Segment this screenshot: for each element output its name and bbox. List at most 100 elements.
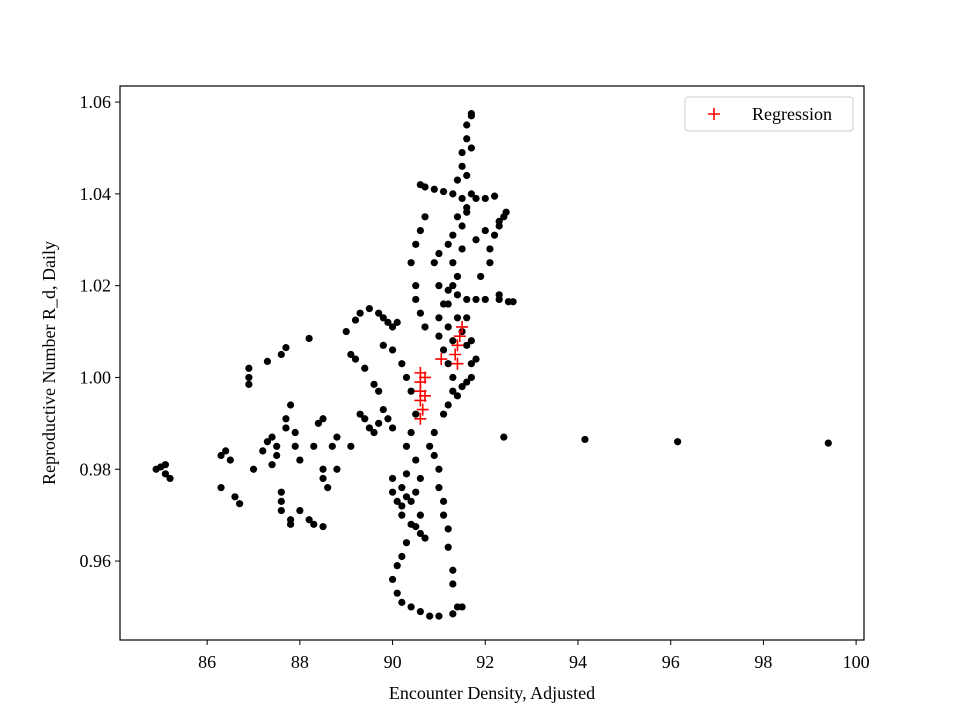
point <box>161 470 170 478</box>
point <box>419 389 432 402</box>
point <box>375 387 383 395</box>
point <box>449 610 457 618</box>
point <box>356 410 364 418</box>
point <box>412 295 420 304</box>
y-tick-label: 1.06 <box>80 92 112 112</box>
point <box>444 401 452 409</box>
point <box>444 286 452 294</box>
point <box>379 314 387 322</box>
y-tick-label: 0.98 <box>80 459 112 479</box>
point <box>435 282 443 290</box>
point <box>388 346 397 354</box>
point <box>361 415 369 423</box>
point <box>402 493 411 501</box>
point <box>319 465 327 473</box>
x-tick-label: 98 <box>754 652 772 672</box>
point <box>402 373 411 382</box>
point <box>407 497 415 505</box>
point <box>435 484 443 492</box>
point <box>439 346 448 354</box>
point <box>365 424 373 432</box>
point <box>245 373 253 382</box>
point <box>453 330 466 343</box>
point <box>333 433 341 441</box>
point <box>467 190 475 198</box>
point <box>305 516 313 524</box>
point <box>277 497 285 505</box>
point <box>351 316 360 324</box>
point <box>217 484 225 492</box>
point <box>277 488 285 496</box>
point <box>388 323 397 331</box>
point <box>361 364 369 372</box>
point <box>463 314 471 322</box>
point <box>824 439 832 447</box>
point <box>458 222 466 230</box>
point <box>467 373 475 382</box>
point <box>463 341 471 349</box>
point <box>416 511 424 519</box>
point <box>402 539 411 547</box>
point <box>435 612 443 620</box>
point <box>245 364 253 372</box>
point <box>393 497 401 505</box>
point <box>467 360 475 368</box>
point <box>319 523 327 531</box>
point <box>393 589 401 597</box>
point <box>282 344 290 352</box>
point <box>379 341 387 349</box>
point <box>384 415 392 423</box>
point <box>463 295 471 304</box>
point <box>407 259 415 267</box>
point <box>490 192 499 200</box>
point <box>490 231 499 239</box>
point <box>430 185 438 193</box>
point <box>449 566 457 574</box>
point <box>439 187 448 196</box>
point <box>319 474 327 483</box>
point <box>467 109 475 118</box>
point <box>388 474 397 483</box>
point <box>458 245 466 253</box>
point <box>439 410 448 418</box>
point <box>449 337 457 345</box>
point <box>674 438 682 446</box>
plot-area <box>152 109 832 620</box>
legend-box <box>684 96 854 132</box>
y-tick-label: 0.96 <box>80 551 112 571</box>
point <box>416 529 424 538</box>
point <box>449 190 457 198</box>
point <box>439 497 448 505</box>
point <box>463 378 471 386</box>
point <box>449 580 457 588</box>
point <box>277 350 285 359</box>
point <box>277 506 285 515</box>
point <box>328 442 336 450</box>
point <box>458 383 466 391</box>
point <box>444 543 452 551</box>
point <box>412 523 420 531</box>
point <box>412 456 420 464</box>
x-tick-label: 86 <box>198 652 216 672</box>
point <box>449 387 457 395</box>
point <box>581 435 589 444</box>
point <box>398 360 406 368</box>
point <box>268 433 276 441</box>
point <box>449 373 457 382</box>
point <box>226 456 234 464</box>
point <box>407 603 415 611</box>
point <box>458 148 466 157</box>
x-tick-label: 92 <box>476 652 494 672</box>
point <box>453 314 462 322</box>
point <box>472 236 480 244</box>
point <box>356 309 364 317</box>
point <box>402 442 411 450</box>
point <box>310 520 318 528</box>
point <box>472 355 480 363</box>
point <box>249 465 258 473</box>
point <box>379 405 387 414</box>
point <box>365 305 373 313</box>
point <box>451 339 464 352</box>
point <box>319 415 327 423</box>
